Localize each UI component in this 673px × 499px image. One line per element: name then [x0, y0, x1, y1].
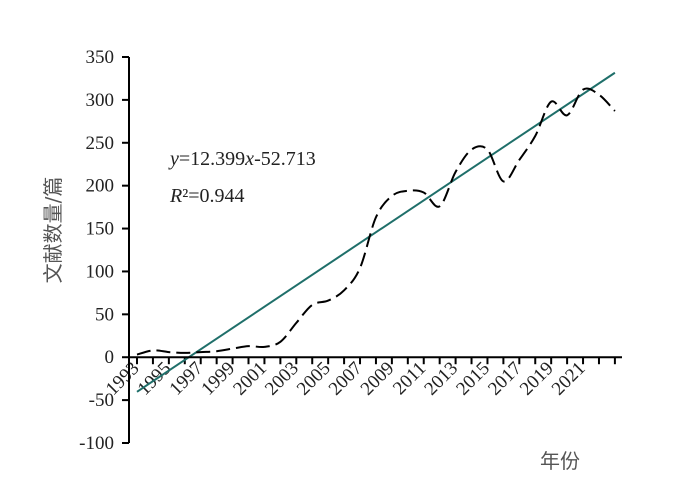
data-point [232, 348, 234, 350]
trend-equation: y=12.399x-52.713 [168, 148, 316, 170]
r2-tail: ²=0.944 [182, 185, 244, 207]
data-point [486, 149, 488, 151]
data-point [359, 267, 361, 269]
axes [128, 57, 622, 443]
data-series-layer [136, 87, 616, 356]
r2-r: R [169, 185, 182, 207]
y-tick-label: 50 [95, 304, 114, 325]
x-axis-title: 年份 [540, 449, 580, 473]
data-point [152, 349, 154, 351]
data-point [471, 149, 473, 151]
y-tick-label: 100 [86, 261, 115, 282]
y-tick-label: 200 [86, 176, 115, 197]
y-tick-label: 0 [105, 347, 115, 368]
y-axis-ticks: -100 -50 0 50 100 150 200 250 300 350 [79, 47, 129, 454]
y-tick-label: 250 [86, 133, 115, 154]
data-point [407, 190, 409, 192]
data-point [391, 195, 393, 197]
eq-tail: -52.713 [254, 148, 316, 170]
y-tick-label: 350 [86, 47, 115, 68]
data-point [598, 94, 600, 96]
y-tick-label: 300 [86, 90, 115, 111]
eq-y: y [168, 148, 179, 170]
trend-line-layer [136, 71, 616, 393]
data-series-line [136, 87, 616, 356]
y-tick-label: -100 [79, 433, 114, 454]
y-tick-label: 150 [86, 219, 115, 240]
trend-line [136, 71, 616, 393]
eq-mid: =12.399 [179, 148, 245, 170]
eq-x: x [244, 148, 254, 170]
r-squared: R²=0.944 [169, 185, 245, 207]
y-tick-label: -50 [89, 390, 114, 411]
y-axis-title: 文献数量/篇 [41, 177, 65, 284]
